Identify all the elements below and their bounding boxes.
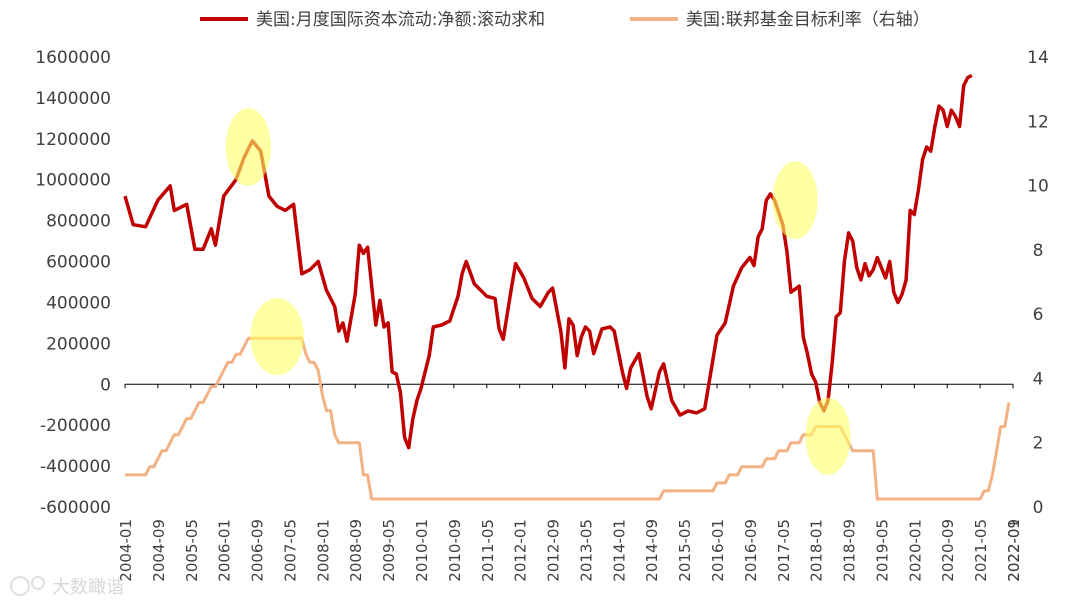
x-tick-label: 2015-05: [676, 519, 694, 582]
legend-label-capital-flows: 美国:月度国际资本流动:净额:滚动求和: [256, 10, 545, 30]
x-tick-label: 2020-01: [906, 519, 924, 582]
highlight-ellipse: [250, 298, 304, 376]
x-tick-label: 2018-01: [808, 519, 826, 582]
highlight-ellipse: [805, 397, 851, 475]
x-tick-label: 2016-09: [742, 519, 760, 582]
x-tick-label: 2019-05: [873, 519, 891, 582]
y-left-tick-label: 1000000: [35, 171, 111, 191]
x-tick-label: 2014-01: [610, 519, 628, 582]
y-right-tick-label: 2: [1033, 434, 1044, 454]
x-tick-label: 2006-01: [216, 519, 234, 582]
x-tick-label: 2004-09: [150, 519, 168, 582]
y-right-tick-label: 0: [1033, 498, 1044, 518]
watermark: 大数瞰谐: [10, 576, 124, 598]
highlight-ellipse: [772, 161, 818, 240]
plot-area: 1600000 1400000 1200000 1000000 800000 600000…: [35, 48, 1049, 582]
watermark-logo-icon: [10, 576, 30, 596]
x-tick-label: 2012-01: [512, 519, 530, 582]
y-left-tick-label: 600000: [46, 253, 111, 273]
y-right-tick-label: 6: [1033, 305, 1044, 325]
x-tick-label: 2009-05: [380, 519, 398, 582]
x-tick-label: 2010-09: [446, 519, 464, 582]
x-tick-label: 2008-01: [314, 519, 332, 582]
y-left-tick-label: -400000: [40, 457, 111, 477]
y-left-tick-label: -600000: [40, 498, 111, 518]
legend-label-fed-rate: 美国:联邦基金目标利率（右轴）: [686, 10, 930, 30]
y-right-tick-label: 12: [1027, 112, 1049, 132]
x-tick-label: 2008-09: [347, 519, 365, 582]
watermark-logo-dot-icon: [31, 576, 45, 590]
x-tick-label: 2011-05: [479, 519, 497, 582]
y-right-tick-label: 8: [1033, 241, 1044, 261]
y-right-tick-label: 10: [1027, 177, 1049, 197]
x-tick-label: 2004-01: [117, 519, 135, 582]
y-left-tick-label: 1600000: [35, 48, 111, 68]
x-tick-label: 2018-09: [841, 519, 859, 582]
y-left-tick-label: 1200000: [35, 130, 111, 150]
x-tick-label: 2013-05: [577, 519, 595, 582]
x-tick-label: 2006-09: [249, 519, 267, 582]
x-tick-label: 2016-01: [709, 519, 727, 582]
y-left-tick-label: 400000: [46, 293, 111, 313]
x-tick-label: 2022-09: [1005, 519, 1023, 582]
y-right-tick-label: 14: [1027, 48, 1049, 68]
y-left-tick-label: -200000: [40, 416, 111, 436]
y-right-tick-label: 4: [1033, 369, 1044, 389]
y-left-tick-label: 0: [100, 375, 111, 395]
x-tick-label: 2012-09: [545, 519, 563, 582]
watermark-text: 大数瞰谐: [52, 577, 124, 598]
highlight-ellipse: [225, 108, 271, 186]
x-tick-label: 2014-09: [643, 519, 661, 582]
series-line-capital-flows: [123, 73, 973, 450]
y-left-tick-label: 200000: [46, 334, 111, 354]
x-tick-label: 2010-01: [413, 519, 431, 582]
x-tick-label: 2021-05: [972, 519, 990, 582]
x-tick-label: 2005-05: [183, 519, 201, 582]
x-tick-label: 2022-01: [1005, 519, 1023, 582]
y-left-tick-label: 800000: [46, 212, 111, 232]
legend: 美国:月度国际资本流动:净额:滚动求和 美国:联邦基金目标利率（右轴）: [200, 10, 930, 30]
x-tick-label: 2020-09: [939, 519, 957, 582]
x-tick-label: 2007-05: [281, 519, 299, 582]
y-left-tick-label: 1400000: [35, 89, 111, 109]
x-tick-label: 2017-05: [775, 519, 793, 582]
